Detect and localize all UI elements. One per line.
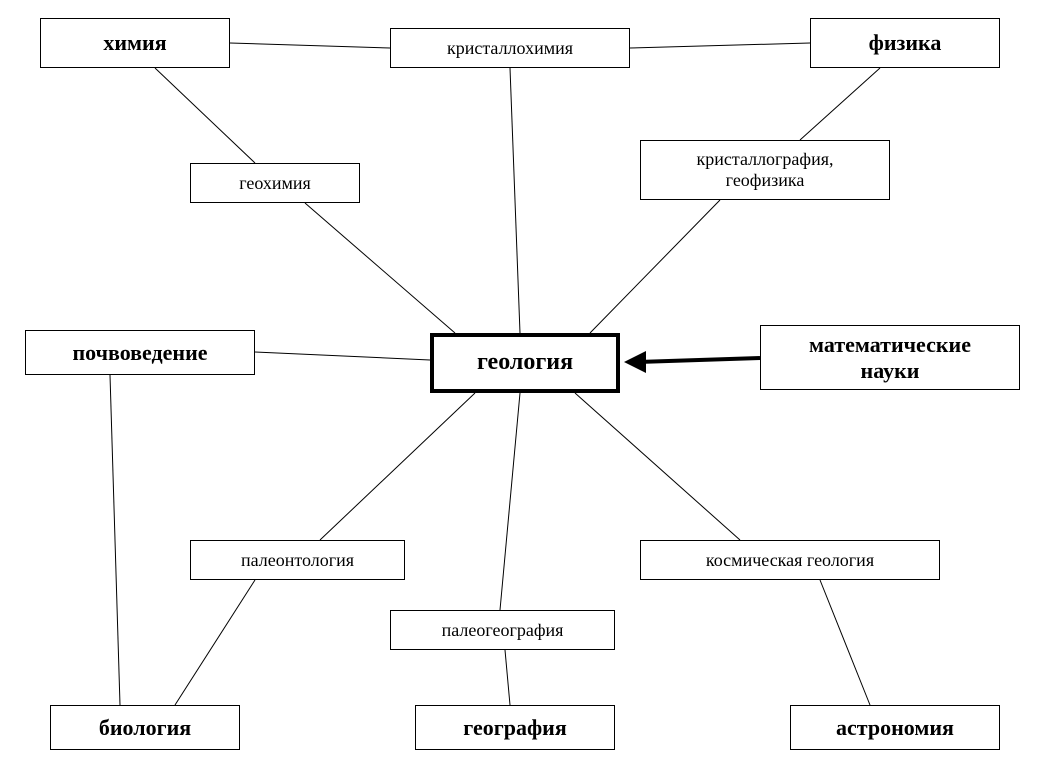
- node-chemistry: химия: [40, 18, 230, 68]
- node-cosmic: космическая геология: [640, 540, 940, 580]
- node-paleogeo: палеогеография: [390, 610, 615, 650]
- node-physics: физика: [810, 18, 1000, 68]
- node-crystalchem: кристаллохимия: [390, 28, 630, 68]
- node-astronomy: астрономия: [790, 705, 1000, 750]
- node-crystallog: кристаллография,геофизика: [640, 140, 890, 200]
- node-math: математическиенауки: [760, 325, 1020, 390]
- diagram-canvas: геология химия физика кристаллохимия геохими…: [0, 0, 1039, 769]
- node-geochem: геохимия: [190, 163, 360, 203]
- node-paleo: палеонтология: [190, 540, 405, 580]
- node-center: геология: [430, 333, 620, 393]
- node-soil: почвоведение: [25, 330, 255, 375]
- node-biology: биология: [50, 705, 240, 750]
- node-geography: география: [415, 705, 615, 750]
